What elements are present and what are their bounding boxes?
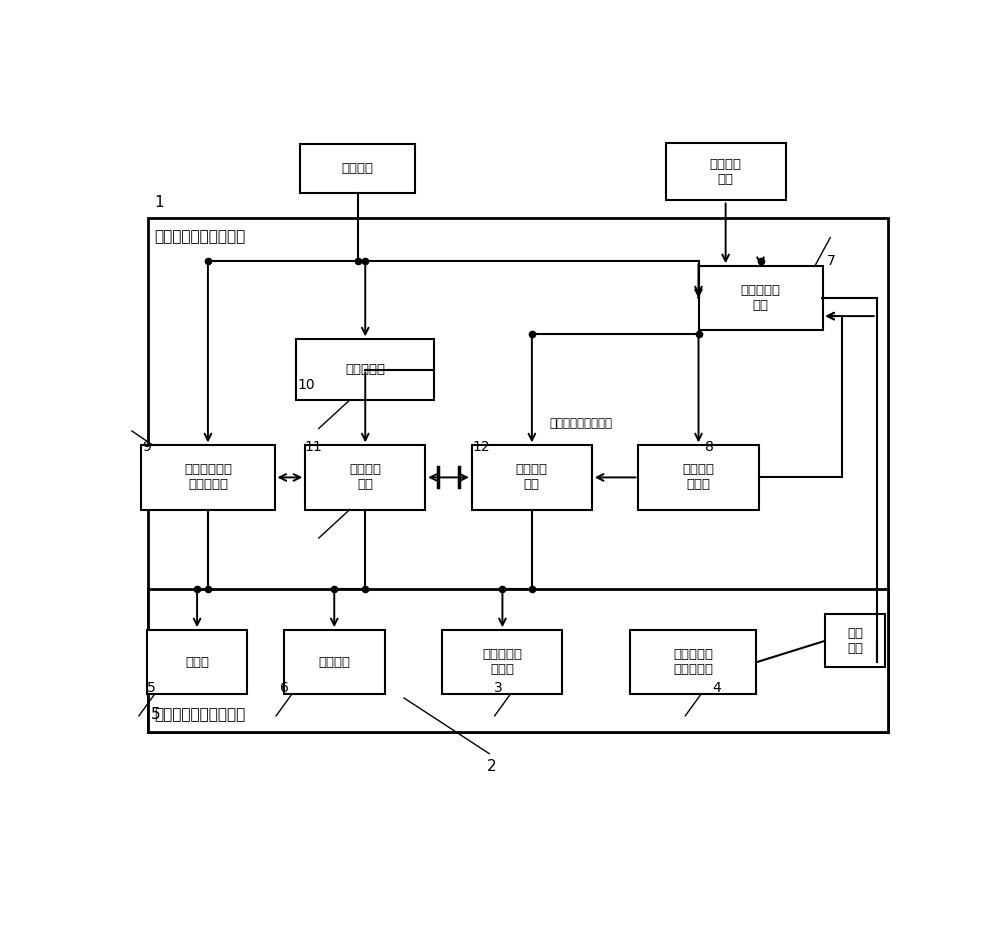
Bar	[630, 630, 756, 694]
Bar	[472, 445, 592, 510]
Bar	[305, 445, 425, 510]
Text: 10: 10	[297, 378, 315, 392]
Text: 6: 6	[280, 680, 289, 695]
Bar	[141, 445, 275, 510]
Text: 复合反馈光强调制电路: 复合反馈光强调制电路	[154, 229, 246, 244]
Text: 9: 9	[142, 439, 151, 453]
Text: 电流反馈和电压反馈: 电流反馈和电压反馈	[550, 417, 613, 430]
Text: 2: 2	[487, 759, 496, 774]
Text: 过流保护
电路: 过流保护 电路	[516, 464, 548, 491]
Bar	[148, 219, 888, 732]
Bar	[666, 144, 786, 200]
Text: 1: 1	[154, 195, 164, 210]
Text: 超辐射发光二极管模块: 超辐射发光二极管模块	[154, 707, 246, 722]
Text: 8: 8	[705, 439, 714, 453]
Text: 12: 12	[472, 439, 490, 453]
Text: 光强
反馈: 光强 反馈	[847, 627, 863, 654]
Text: 热敏电阻: 热敏电阻	[318, 655, 350, 668]
Text: 管芯温度检测
与控制电路: 管芯温度检测 与控制电路	[184, 464, 232, 491]
Bar	[638, 445, 759, 510]
Bar	[296, 339, 434, 400]
Bar	[284, 630, 385, 694]
Text: 外部输入
信号: 外部输入 信号	[710, 158, 742, 186]
Bar	[148, 590, 888, 732]
Text: 11: 11	[305, 439, 323, 453]
Text: 3: 3	[494, 680, 503, 695]
Text: 超辐射发光
二极管: 超辐射发光 二极管	[482, 648, 522, 677]
Text: 放大及反馈
电路: 放大及反馈 电路	[740, 285, 780, 312]
Bar	[698, 266, 822, 330]
Text: 4: 4	[712, 680, 721, 695]
Text: 光强检测用
光电二极管: 光强检测用 光电二极管	[673, 648, 713, 677]
Text: 7: 7	[826, 254, 835, 268]
Bar	[300, 144, 415, 193]
Text: 5: 5	[147, 680, 155, 695]
Text: 过温保护
电路: 过温保护 电路	[349, 464, 381, 491]
Bar	[147, 630, 247, 694]
Bar	[442, 630, 562, 694]
Text: 直流电源: 直流电源	[342, 162, 374, 175]
Text: 致冷器: 致冷器	[185, 655, 209, 668]
Text: 末级电流
放大器: 末级电流 放大器	[682, 464, 714, 491]
Text: 软启动电路: 软启动电路	[345, 363, 385, 376]
Text: 5: 5	[151, 707, 160, 722]
Bar	[825, 615, 885, 667]
